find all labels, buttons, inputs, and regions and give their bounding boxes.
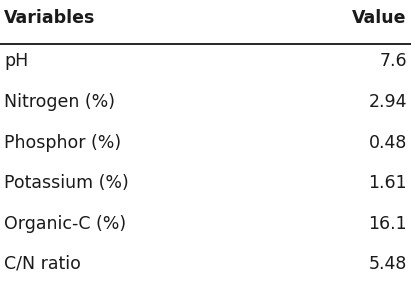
Text: 5.48: 5.48	[369, 255, 407, 273]
Text: 0.48: 0.48	[369, 134, 407, 152]
Text: Organic-C (%): Organic-C (%)	[4, 214, 126, 232]
Text: Phosphor (%): Phosphor (%)	[4, 134, 121, 152]
Text: Nitrogen (%): Nitrogen (%)	[4, 93, 115, 111]
Text: pH: pH	[4, 52, 28, 70]
Text: Variables: Variables	[4, 9, 95, 27]
Text: 7.6: 7.6	[379, 52, 407, 70]
Text: 1.61: 1.61	[368, 174, 407, 192]
Text: Potassium (%): Potassium (%)	[4, 174, 129, 192]
Text: 2.94: 2.94	[368, 93, 407, 111]
Text: Value: Value	[352, 9, 407, 27]
Text: C/N ratio: C/N ratio	[4, 255, 81, 273]
Text: 16.1: 16.1	[368, 214, 407, 232]
